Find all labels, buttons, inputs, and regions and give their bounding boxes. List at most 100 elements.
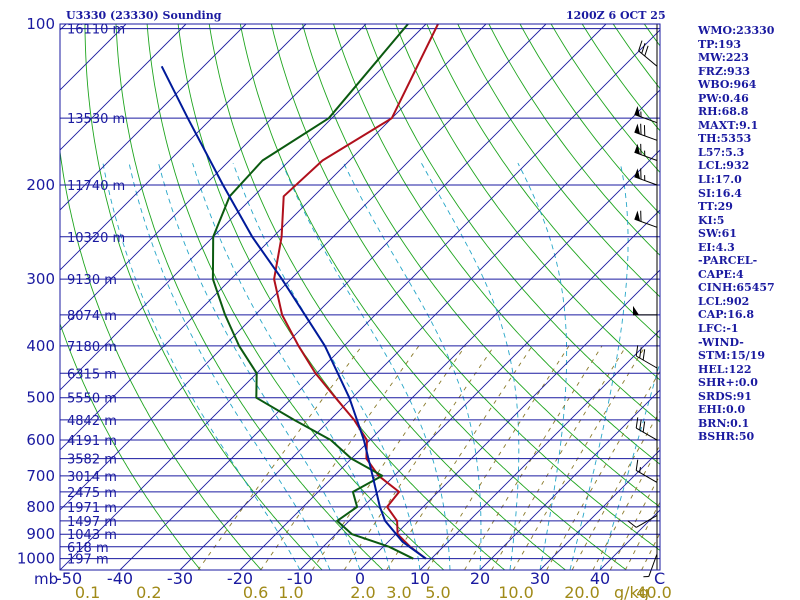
index-item: KI:5: [698, 213, 725, 227]
pressure-tick-label: 800: [26, 498, 55, 516]
mixing-ratio-line: [609, 474, 660, 570]
isotherm-line: [60, 24, 607, 570]
temperature-tick-label: 30: [530, 569, 550, 588]
height-level-label: 4191 m: [67, 434, 117, 449]
height-level-label: 1971 m: [67, 501, 117, 516]
mixing-ratio-tick-label: 2.0: [350, 583, 375, 600]
wind-barb: [633, 305, 657, 316]
index-item: WMO:23330: [698, 24, 775, 37]
height-level-label: 2475 m: [67, 486, 117, 501]
pressure-tick-label: 400: [26, 337, 55, 355]
wind-barb: [635, 417, 658, 441]
sounding-indices-list: WMO:23330 TP:193 MW:223 FRZ:933 WBO:964 PW:0.…: [698, 24, 775, 444]
wind-barb: [643, 553, 658, 578]
dry-adiabat-line: [302, 24, 660, 508]
dry-adiabat-line: [488, 24, 660, 257]
mixing-ratio-line: [571, 410, 660, 570]
index-item: STM:15/19: [698, 349, 765, 363]
sounding-traces: [160, 24, 439, 560]
isotherm-line: [60, 24, 367, 331]
index-item: EHI:0.0: [698, 403, 746, 417]
wind-barb-column: [627, 24, 658, 578]
index-item: LI:17.0: [698, 173, 742, 187]
mixing-ratio-unit-label: g/kg: [614, 583, 649, 600]
index-item: LCL:902: [698, 294, 750, 308]
temperature-tick-label: 20: [470, 569, 490, 588]
height-level-label: 5550 m: [67, 392, 117, 407]
sounding-datetime: 1200Z 6 OCT 25: [566, 9, 666, 22]
moist-adiabat-line: [102, 163, 301, 570]
wind-barb: [634, 143, 658, 161]
dry-adiabat-line: [60, 148, 262, 570]
temperature-tick-label: 10: [410, 569, 430, 588]
index-item: BSHR:50: [698, 430, 755, 444]
mixing-ratio-line: [491, 345, 627, 570]
mixing-ratio-tick-label: 3.0: [386, 583, 411, 600]
pressure-tick-label: 200: [26, 176, 55, 194]
index-item: SRDS:91: [698, 389, 752, 403]
moist-adiabat-line: [569, 163, 629, 570]
wind-barb: [634, 168, 658, 186]
temperature-tick-label: -50: [56, 569, 82, 588]
isotherm-line: [60, 24, 187, 151]
height-level-label: 618 m: [67, 541, 109, 556]
index-item: -PARCEL-: [698, 254, 758, 268]
moist-adiabat-line: [232, 162, 421, 570]
index-item: WBO:964: [698, 78, 757, 92]
height-level-label: 197 m: [67, 553, 109, 568]
adiabat-grid: [60, 24, 660, 570]
index-item: -WIND-: [698, 335, 744, 349]
index-item: TH:5353: [698, 132, 752, 146]
isotherm-line: [60, 24, 427, 391]
mixing-ratio-line: [512, 345, 646, 570]
index-item: SW:61: [698, 227, 737, 241]
mixing-ratio-line: [464, 345, 603, 570]
index-item: MW:223: [698, 51, 749, 65]
wind-barb: [635, 459, 658, 483]
pressure-tick-label: 600: [26, 431, 55, 449]
mixing-ratio-grid: [197, 345, 660, 570]
isotherm-line: [60, 24, 307, 271]
isotherm-line: [60, 24, 547, 511]
index-item: L57:5.3: [698, 145, 745, 159]
height-level-label: 7180 m: [67, 340, 117, 355]
index-item: CAP:16.8: [698, 308, 755, 322]
isotherm-line: [119, 29, 660, 570]
wind-barb: [634, 210, 658, 228]
pressure-tick-label: 100: [26, 15, 55, 33]
temperature-tick-label: -20: [227, 569, 253, 588]
isotherm-line: [359, 269, 660, 570]
moist-adiabat-line: [281, 162, 451, 570]
height-level-label: 10320 m: [67, 231, 125, 246]
sounding-title: U3330 (23330) Sounding: [66, 9, 222, 22]
height-level-label: 1043 m: [67, 528, 117, 543]
pressure-tick-label: 900: [26, 525, 55, 543]
wind-barb: [627, 514, 658, 528]
mixing-ratio-tick-label: 5.0: [425, 583, 450, 600]
mixing-ratio-tick-label: 20.0: [564, 583, 600, 600]
mixing-ratio-line: [311, 345, 466, 570]
height-level-label: 3014 m: [67, 470, 117, 485]
mixing-ratio-line: [260, 345, 420, 570]
mixing-ratio-tick-label: 1.0: [278, 583, 303, 600]
mixing-ratio-line: [592, 444, 660, 570]
wind-barb: [634, 123, 658, 141]
moist-adiabat-line: [343, 162, 482, 570]
height-level-label: 1497 m: [67, 515, 117, 530]
dewpoint-trace: [211, 24, 414, 560]
index-item: CAPE:4: [698, 267, 744, 281]
pressure-tick-label: 1000: [17, 550, 55, 568]
mixing-ratio-line: [427, 345, 570, 570]
mixing-ratio-tick-label: 0.6: [243, 583, 268, 600]
isotherm-line: [60, 24, 247, 211]
index-item: PW:0.46: [698, 91, 749, 105]
isotherm-line: [0, 24, 6, 570]
wind-barb: [634, 106, 658, 124]
height-level-label: 16110 m: [67, 23, 125, 38]
temperature-tick-label: 0: [355, 569, 365, 588]
temperature-tick-label: C: [654, 569, 665, 588]
plot-frame: [59, 23, 661, 571]
dry-adiabat-line: [115, 24, 384, 570]
